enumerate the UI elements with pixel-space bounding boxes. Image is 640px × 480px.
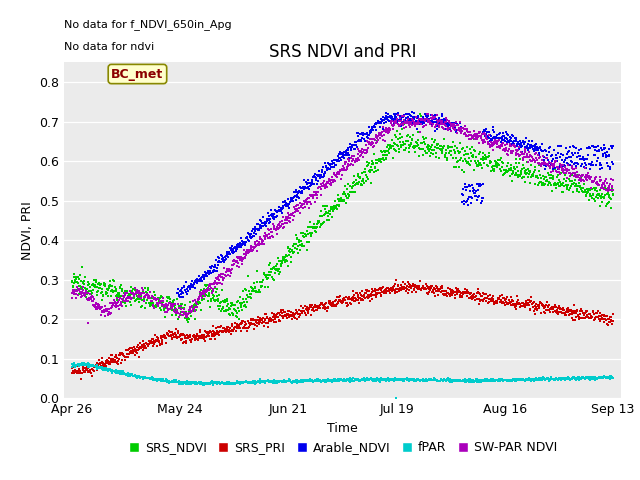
SRS_PRI: [251, 317, 259, 323]
SW-PAR NDVI: [159, 295, 167, 300]
SW-PAR NDVI: [609, 178, 617, 183]
Line: Arable_NDVI: Arable_NDVI: [176, 110, 614, 298]
SRS_NDVI: [303, 248, 311, 253]
Line: fPAR: fPAR: [70, 361, 614, 399]
SRS_NDVI: [417, 111, 424, 117]
Title: SRS NDVI and PRI: SRS NDVI and PRI: [269, 43, 416, 61]
Arable_NDVI: [400, 117, 408, 123]
Y-axis label: NDVI, PRI: NDVI, PRI: [20, 201, 33, 260]
SW-PAR NDVI: [68, 290, 76, 296]
Arable_NDVI: [408, 109, 416, 115]
SW-PAR NDVI: [140, 294, 148, 300]
SW-PAR NDVI: [84, 321, 92, 326]
SW-PAR NDVI: [424, 111, 432, 117]
Arable_NDVI: [439, 121, 447, 127]
SRS_PRI: [68, 370, 76, 376]
Line: SW-PAR NDVI: SW-PAR NDVI: [70, 113, 614, 324]
fPAR: [68, 364, 76, 370]
Arable_NDVI: [178, 294, 186, 300]
SRS_PRI: [77, 376, 85, 382]
fPAR: [140, 374, 148, 380]
fPAR: [364, 376, 372, 382]
SW-PAR NDVI: [353, 156, 360, 162]
fPAR: [303, 378, 311, 384]
Legend: SRS_NDVI, SRS_PRI, Arable_NDVI, fPAR, SW-PAR NDVI: SRS_NDVI, SRS_PRI, Arable_NDVI, fPAR, SW…: [123, 436, 562, 459]
fPAR: [70, 360, 78, 366]
SRS_NDVI: [140, 297, 147, 303]
Arable_NDVI: [189, 284, 197, 289]
SRS_NDVI: [68, 279, 76, 285]
Line: SRS_NDVI: SRS_NDVI: [70, 112, 614, 323]
SRS_PRI: [392, 277, 400, 283]
fPAR: [392, 395, 400, 400]
SW-PAR NDVI: [303, 199, 311, 205]
SRS_NDVI: [159, 299, 167, 305]
X-axis label: Time: Time: [327, 422, 358, 435]
SRS_NDVI: [251, 284, 259, 290]
SRS_PRI: [353, 297, 360, 303]
SRS_NDVI: [609, 192, 617, 198]
Arable_NDVI: [609, 161, 617, 167]
SRS_NDVI: [364, 162, 372, 168]
Arable_NDVI: [323, 165, 331, 171]
SRS_PRI: [609, 318, 617, 324]
SW-PAR NDVI: [364, 145, 372, 151]
fPAR: [609, 375, 617, 381]
fPAR: [159, 377, 167, 383]
Arable_NDVI: [328, 161, 336, 167]
SW-PAR NDVI: [251, 239, 259, 245]
SRS_NDVI: [184, 319, 192, 324]
SRS_PRI: [364, 293, 372, 299]
Text: No data for f_NDVI_650in_Apg: No data for f_NDVI_650in_Apg: [64, 19, 232, 30]
SRS_PRI: [303, 307, 311, 313]
SRS_PRI: [159, 333, 167, 339]
Line: SRS_PRI: SRS_PRI: [70, 278, 614, 381]
Arable_NDVI: [173, 289, 181, 295]
SRS_PRI: [140, 341, 148, 347]
fPAR: [353, 377, 360, 383]
Text: BC_met: BC_met: [111, 68, 164, 81]
Arable_NDVI: [479, 181, 487, 187]
SRS_NDVI: [353, 181, 360, 187]
Text: No data for ndvi: No data for ndvi: [64, 42, 154, 52]
fPAR: [251, 380, 259, 385]
